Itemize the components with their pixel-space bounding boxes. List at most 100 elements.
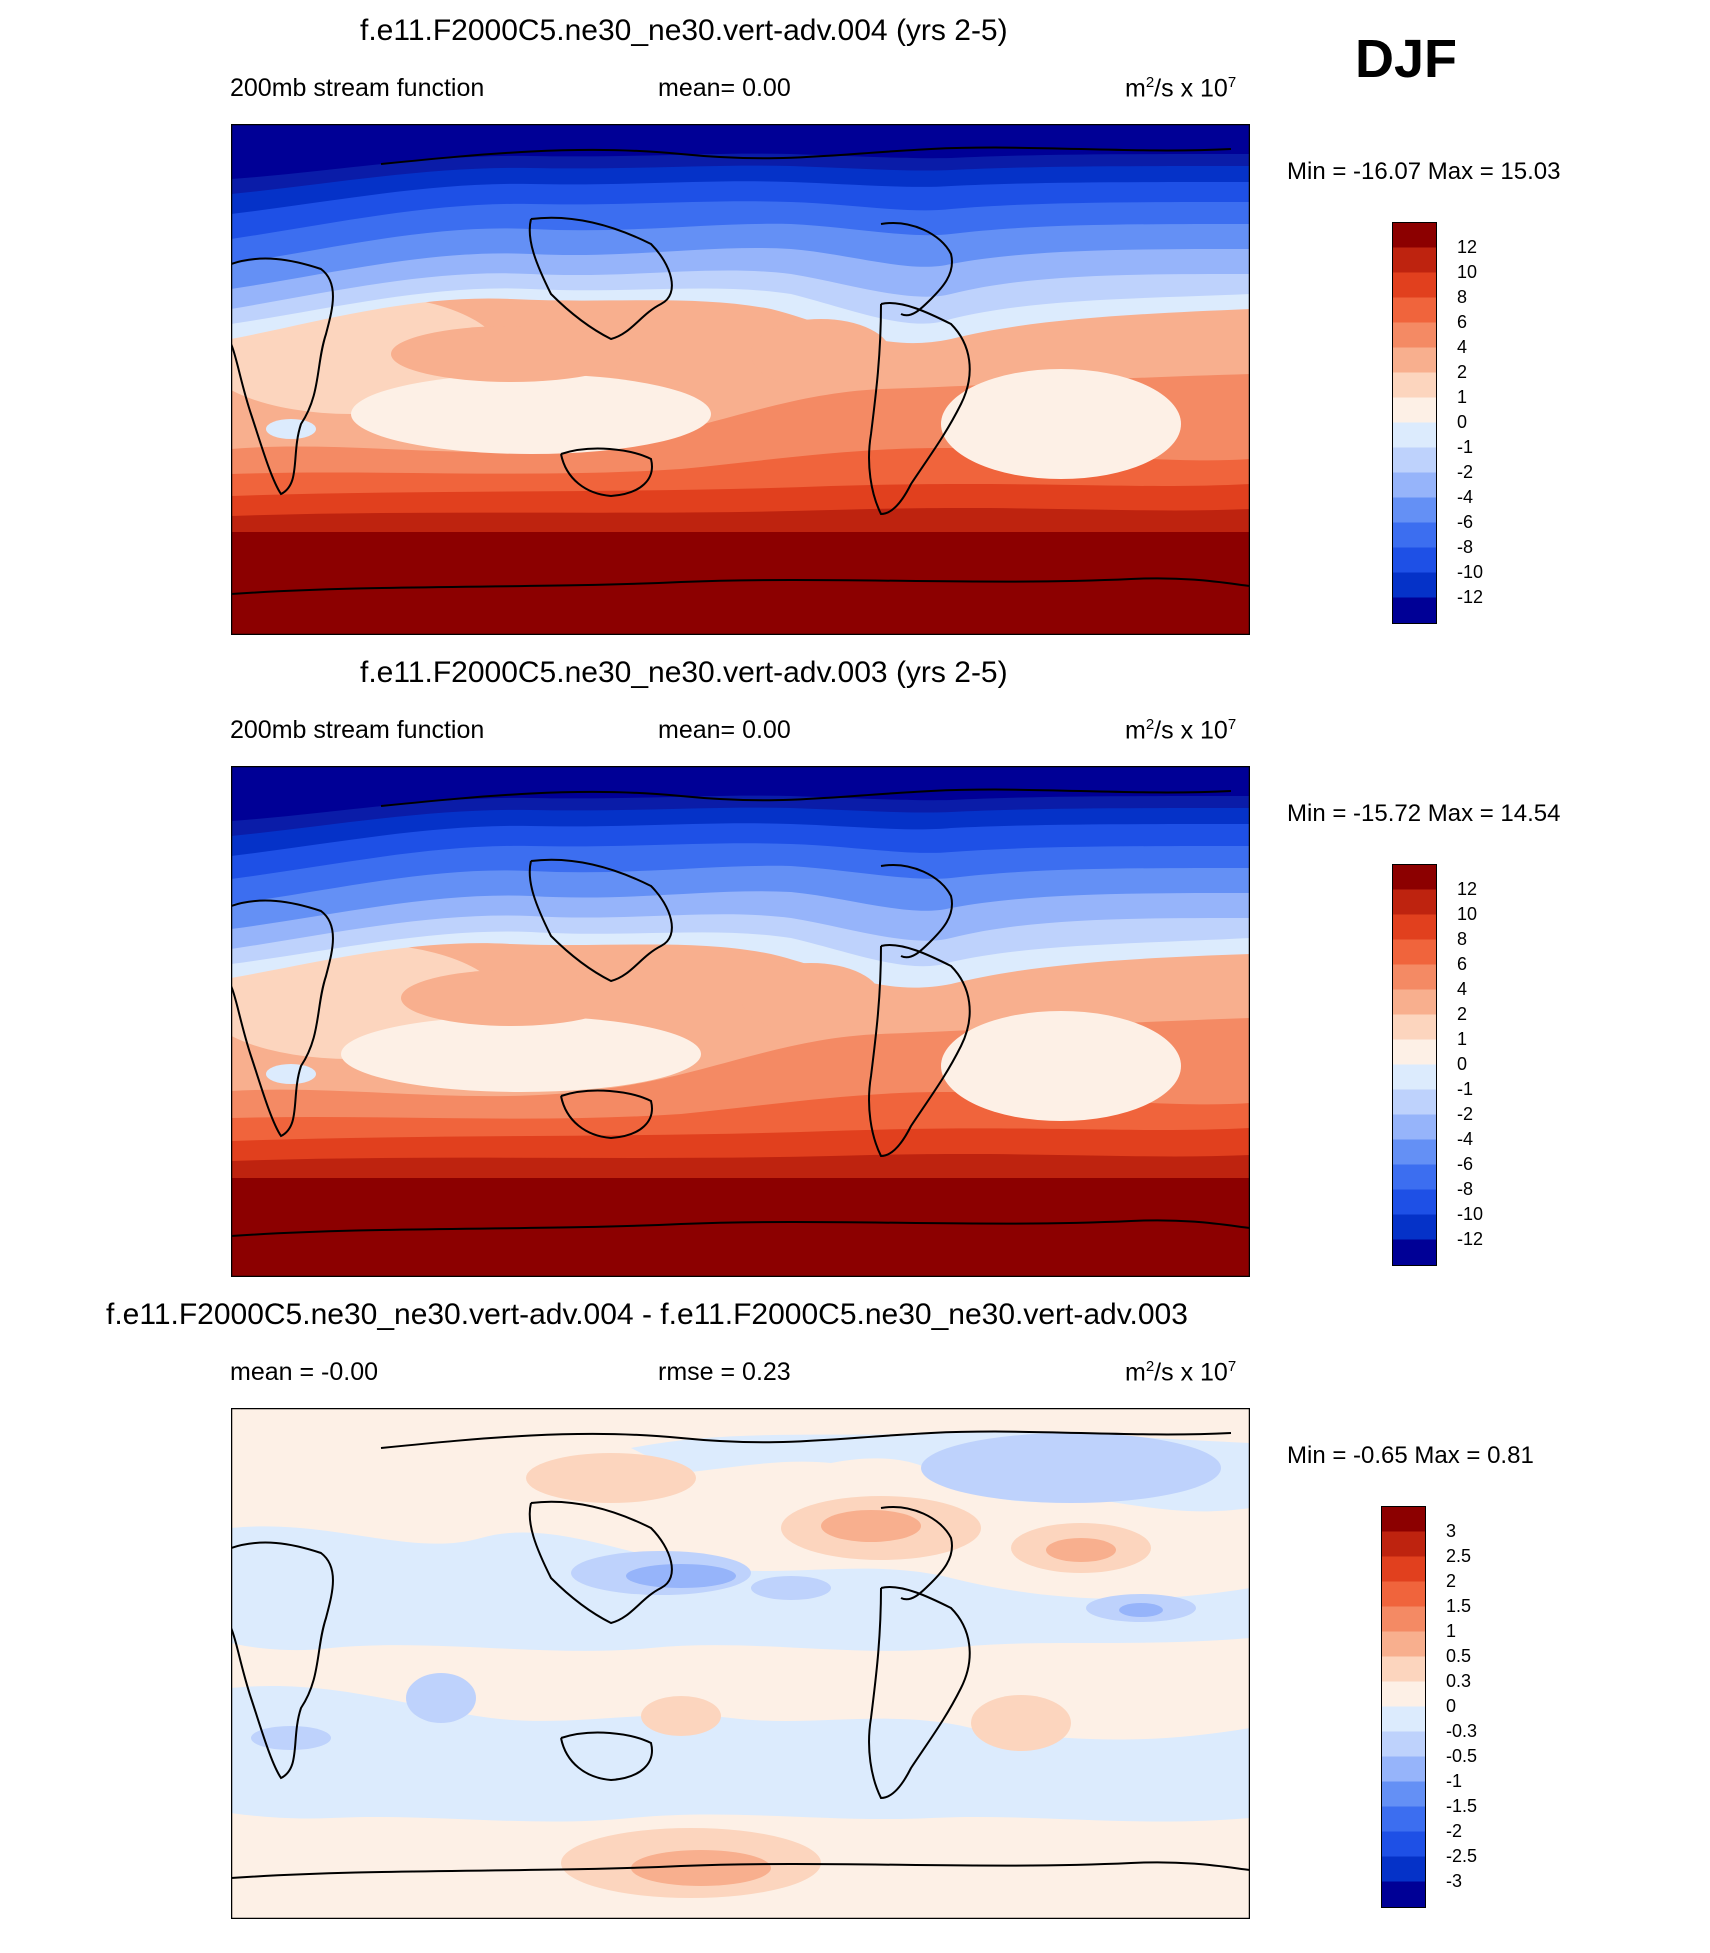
panel-2-minmax: Min = -15.72 Max = 14.54	[1287, 800, 1561, 827]
colorbar-tick: -6	[1457, 512, 1474, 532]
colorbar-tick: -6	[1457, 1154, 1474, 1174]
cb2-swatch	[1392, 964, 1437, 990]
colorbar-tick: -4	[1457, 487, 1474, 507]
colorbar-tick: -2	[1457, 462, 1474, 482]
cb1-swatch	[1392, 497, 1437, 523]
colorbar-tick: 1	[1457, 1029, 1468, 1049]
panel-1-center-label: mean= 0.00	[658, 74, 791, 102]
cb3-swatch	[1381, 1781, 1426, 1807]
cb3-swatch	[1381, 1606, 1426, 1632]
colorbar-tick: -10	[1457, 562, 1484, 582]
cb1-swatch	[1392, 572, 1437, 598]
colorbar-tick: -10	[1457, 1204, 1484, 1224]
cb1-swatch	[1392, 422, 1437, 448]
colorbar-tick: -2	[1446, 1821, 1463, 1841]
cb2-swatch	[1392, 914, 1437, 940]
colorbar-tick: 0	[1457, 412, 1468, 432]
cb2-swatch	[1392, 989, 1437, 1015]
panel-1-colorbar	[1392, 222, 1437, 624]
cb3-swatch	[1381, 1881, 1426, 1908]
colorbar-tick: -8	[1457, 1179, 1474, 1199]
cb3-swatch	[1381, 1506, 1426, 1532]
panel-3-center-label: rmse = 0.23	[658, 1358, 791, 1386]
panel-1-minmax: Min = -16.07 Max = 15.03	[1287, 158, 1561, 185]
colorbar-tick: -8	[1457, 537, 1474, 557]
panel-2-colorbar	[1392, 864, 1437, 1266]
panel-3-colorbar	[1381, 1506, 1426, 1908]
cb3-swatch	[1381, 1631, 1426, 1657]
panel-3-colorbar-swatches	[1381, 1506, 1426, 1908]
cb3-swatch	[1381, 1656, 1426, 1682]
panel-3-contours	[231, 1408, 1250, 1919]
colorbar-tick: 1	[1446, 1621, 1457, 1641]
cb3-swatch	[1381, 1681, 1426, 1707]
colorbar-tick: 2	[1446, 1571, 1457, 1591]
cb3-swatch	[1381, 1531, 1426, 1557]
colorbar-tick: -0.5	[1446, 1746, 1478, 1766]
cb3-swatch	[1381, 1806, 1426, 1832]
cb2-swatch	[1392, 939, 1437, 965]
cb2-swatch	[1392, 1039, 1437, 1065]
colorbar-tick: -0.3	[1446, 1721, 1478, 1741]
cb3-swatch	[1381, 1756, 1426, 1782]
cb3-swatch	[1381, 1556, 1426, 1582]
panel-1-colorbar-swatches	[1392, 222, 1437, 624]
panel-3-left-label: mean = -0.00	[230, 1358, 379, 1386]
colorbar-tick: -1	[1457, 437, 1474, 457]
colorbar-tick: 3	[1446, 1521, 1457, 1541]
panel-1-title: f.e11.F2000C5.ne30_ne30.vert-adv.004 (yr…	[360, 14, 1008, 47]
cb3-swatch	[1381, 1731, 1426, 1757]
panel-2-frame	[231, 766, 1250, 1277]
colorbar-tick: 1.5	[1446, 1596, 1472, 1616]
colorbar-tick: 2	[1457, 1004, 1468, 1024]
cb1-swatch	[1392, 322, 1437, 348]
colorbar-tick: -12	[1457, 587, 1484, 607]
colorbar-tick: 0	[1446, 1696, 1457, 1716]
colorbar-tick: 12	[1457, 237, 1478, 257]
panel-2-coastlines	[231, 788, 1250, 1237]
season-label: DJF	[1355, 29, 1458, 89]
colorbar-tick: 12	[1457, 879, 1478, 899]
panel-3-frame	[231, 1408, 1250, 1919]
cb3-swatch	[1381, 1856, 1426, 1882]
cb2-swatch	[1392, 1139, 1437, 1165]
panel-1-map	[231, 124, 1250, 635]
panel-2-title: f.e11.F2000C5.ne30_ne30.vert-adv.003 (yr…	[360, 656, 1008, 689]
cb1-swatch	[1392, 472, 1437, 498]
cb2-swatch	[1392, 1214, 1437, 1240]
cb1-swatch	[1392, 272, 1437, 298]
cb3-swatch	[1381, 1581, 1426, 1607]
colorbar-tick: 8	[1457, 287, 1468, 307]
colorbar-tick: -12	[1457, 1229, 1484, 1249]
panel-3-units: m2/s x 107	[1125, 1358, 1237, 1387]
cb2-swatch	[1392, 1014, 1437, 1040]
panel-3-coastlines	[231, 1430, 1250, 1879]
cb2-swatch	[1392, 889, 1437, 915]
colorbar-tick: -4	[1457, 1129, 1474, 1149]
panel-2-colorbar-swatches	[1392, 864, 1437, 1266]
cb2-swatch	[1392, 864, 1437, 890]
cb1-swatch	[1392, 397, 1437, 423]
colorbar-tick: 2	[1457, 362, 1468, 382]
colorbar-tick: 10	[1457, 904, 1478, 924]
colorbar-tick: 0.5	[1446, 1646, 1472, 1666]
colorbar-tick: -2.5	[1446, 1846, 1478, 1866]
panel-1-left-label: 200mb stream function	[230, 74, 485, 102]
cb3-swatch	[1381, 1706, 1426, 1732]
panel-1-units: m2/s x 107	[1125, 74, 1237, 103]
colorbar-tick: 1	[1457, 387, 1468, 407]
cb1-swatch	[1392, 372, 1437, 398]
panel-2-units: m2/s x 107	[1125, 716, 1237, 745]
panel-1-frame	[231, 124, 1250, 635]
cb1-swatch	[1392, 347, 1437, 373]
colorbar-tick: -1	[1457, 1079, 1474, 1099]
cb1-swatch	[1392, 447, 1437, 473]
colorbar-tick: 2.5	[1446, 1546, 1472, 1566]
cb1-swatch	[1392, 597, 1437, 624]
colorbar-tick: -1.5	[1446, 1796, 1478, 1816]
cb1-swatch	[1392, 222, 1437, 248]
panel-1-contours	[231, 124, 1250, 635]
panel-3-title: f.e11.F2000C5.ne30_ne30.vert-adv.004 - f…	[106, 1298, 1188, 1331]
cb2-swatch	[1392, 1164, 1437, 1190]
panel-2-left-label: 200mb stream function	[230, 716, 485, 744]
